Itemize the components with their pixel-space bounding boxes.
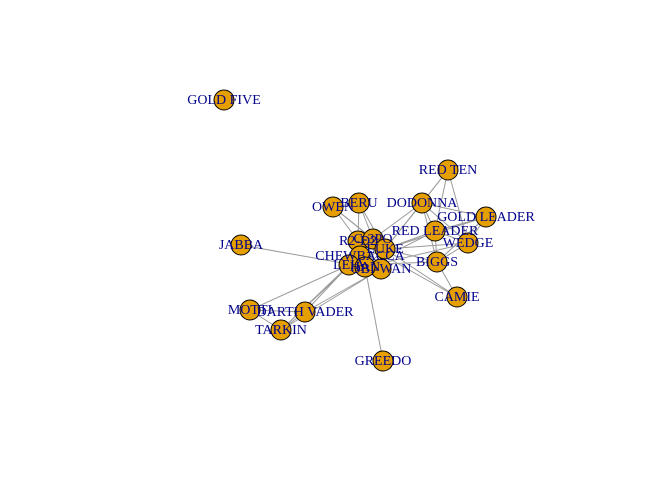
node-label-biggs: BIGGS xyxy=(416,255,458,270)
node-jabba xyxy=(230,234,252,256)
node-label-greedo: GREEDO xyxy=(355,354,412,369)
node-label-wedge: WEDGE xyxy=(443,236,494,251)
edge-camie-r2-d2 xyxy=(357,240,458,298)
node-motti xyxy=(239,299,261,321)
node-label-camie: CAMIE xyxy=(434,290,479,305)
node-label-r2-d2: R2-D2 xyxy=(339,234,377,249)
node-greedo xyxy=(372,350,394,372)
edge-camie-luke xyxy=(384,248,458,298)
edge-dodonna-gold-leader xyxy=(421,202,487,218)
node-label-han: HAN xyxy=(350,260,380,275)
node-label-dodonna: DODONNA xyxy=(387,196,459,211)
nodes-layer xyxy=(213,89,497,372)
node-label-red-ten: RED TEN xyxy=(419,163,477,178)
node-label-tarkin: TARKIN xyxy=(255,323,307,338)
node-label-chewbacca: CHEWBACCA xyxy=(315,249,405,264)
node-gold-leader xyxy=(475,206,497,228)
edge-tarkin-obi-wan xyxy=(280,268,382,331)
node-label-beru: BERU xyxy=(340,196,377,211)
node-beru xyxy=(348,192,370,214)
node-label-c-3po: C-3PO xyxy=(354,232,393,247)
node-label-motti: MOTTI xyxy=(228,303,273,318)
node-han xyxy=(354,256,376,278)
node-label-owen: OWEN xyxy=(312,200,354,215)
node-label-darth-vader: DARTH VADER xyxy=(256,305,354,320)
node-label-red-leader: RED LEADER xyxy=(392,224,479,239)
node-label-obi-wan: OBI-WAN xyxy=(351,262,412,277)
node-label-gold-leader: GOLD LEADER xyxy=(437,210,535,225)
node-label-leia: LEIA xyxy=(333,258,366,273)
edge-leia-motti xyxy=(249,264,350,311)
node-gold-five xyxy=(213,89,235,111)
node-red-ten xyxy=(437,159,459,181)
node-label-luke: LUKE xyxy=(366,242,403,257)
edge-red-ten-wedge xyxy=(447,169,469,244)
node-wedge xyxy=(457,232,479,254)
node-tarkin xyxy=(270,319,292,341)
node-biggs xyxy=(426,251,448,273)
node-red-leader xyxy=(424,220,446,242)
node-label-jabba: JABBA xyxy=(219,238,264,253)
node-dodonna xyxy=(411,192,433,214)
edge-han-greedo xyxy=(364,266,384,362)
node-darth-vader xyxy=(294,301,316,323)
node-label-gold-five: GOLD FIVE xyxy=(187,93,261,108)
edge-wedge-luke xyxy=(384,242,469,250)
node-owen xyxy=(322,196,344,218)
node-camie xyxy=(446,286,468,308)
node-luke xyxy=(374,238,396,260)
